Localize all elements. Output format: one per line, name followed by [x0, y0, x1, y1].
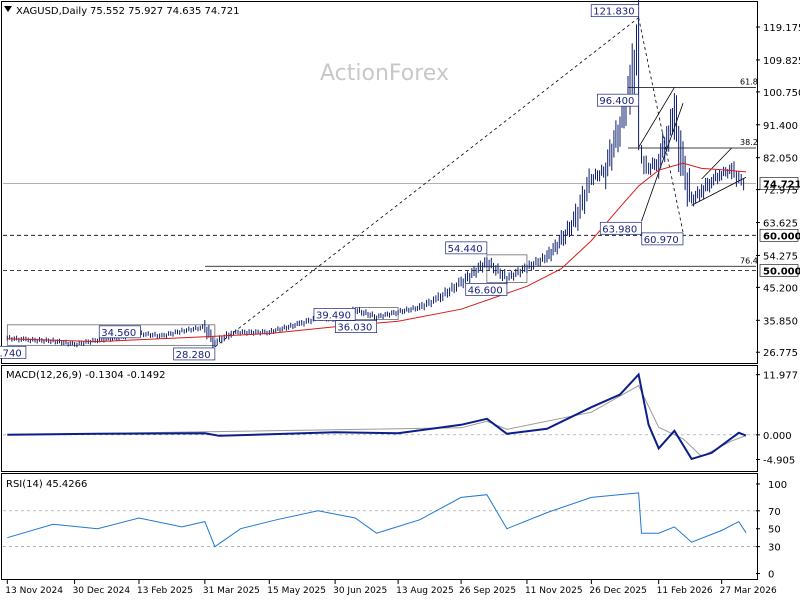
annotation-box-10 — [173, 347, 216, 361]
price-y-tick-2: 100.750 — [763, 88, 800, 99]
annotation-label-2: 63.980 — [602, 224, 637, 235]
x-tick-5: 30 Jun 2025 — [333, 586, 387, 596]
annotation-label-6: 39.490 — [316, 310, 351, 321]
annotation-label-7: 36.030 — [337, 323, 372, 334]
rsi-y-tick-1: 70 — [768, 507, 781, 518]
macd-y-tick-2: -4.905 — [763, 455, 795, 466]
range-box-0 — [6, 324, 216, 346]
fib-label-2: 76.4 — [740, 256, 758, 265]
current-price-label: 74.721 — [763, 179, 800, 190]
macd-layer — [3, 372, 756, 461]
price-layer: 61.8 38.2 76.4 121.830 96.400 63.980 60.970 54.… — [0, 0, 758, 361]
wedge-line-upper — [701, 147, 732, 180]
annotation-box-4 — [445, 241, 488, 255]
projection-line-2 — [638, 17, 684, 232]
rsi-y-tick-0: 100 — [768, 480, 787, 491]
fib-label-0: 61.8 — [740, 77, 758, 86]
collapse-triangle-icon[interactable] — [4, 6, 12, 12]
price-y-tick-10: 26.775 — [763, 348, 798, 359]
rsi-panel-frame — [1, 473, 758, 580]
x-tick-1: 30 Dec 2024 — [73, 586, 131, 596]
x-tick-9: 26 Dec 2025 — [589, 586, 647, 596]
macd-y-tick-1: 0.000 — [763, 431, 792, 442]
watermark: ActionForex — [320, 61, 449, 86]
annotation-box-5 — [465, 283, 508, 296]
x-tick-8: 11 Nov 2025 — [525, 586, 583, 596]
annotation-label-9: 28.740 — [0, 348, 22, 359]
macd-signal-line — [7, 384, 747, 458]
x-tick-10: 11 Feb 2026 — [657, 586, 713, 596]
annotation-box-6 — [313, 308, 356, 321]
price-panel-frame — [1, 1, 758, 364]
level-tag-0 — [759, 228, 799, 242]
x-tick-3: 31 Mar 2025 — [203, 586, 260, 596]
symbol-label: XAGUSD,Daily — [16, 6, 87, 17]
rsi-line — [7, 492, 747, 548]
level-tag-1 — [759, 264, 799, 277]
rsi-y-tick-3: 30 — [768, 543, 781, 554]
annotation-box-7 — [335, 320, 377, 334]
annotation-label-5: 46.600 — [468, 285, 503, 296]
annotation-box-9 — [0, 345, 27, 359]
channel-line-2 — [638, 87, 675, 148]
x-tick-4: 15 May 2025 — [267, 586, 326, 596]
price-y-tick-1: 109.825 — [763, 56, 800, 67]
price-y-tick-0: 119.175 — [763, 23, 800, 34]
price-y-tick-8: 45.200 — [763, 283, 798, 294]
price-y-tick-5: 72.975 — [763, 186, 798, 197]
annotation-box-2 — [599, 221, 642, 235]
x-tick-7: 26 Sep 2025 — [459, 586, 516, 596]
rsi-y-tick-2: 50 — [768, 525, 781, 536]
moving-average-line — [7, 162, 747, 343]
macd-y-tick-0: 11.977 — [763, 371, 798, 382]
price-y-tick-7: 54.275 — [763, 251, 798, 262]
annotation-label-10: 28.280 — [176, 350, 211, 361]
axis-layer: 60.000 50.000 74.721 119.175 109.825 100.750 9… — [5, 23, 800, 596]
price-y-tick-9: 35.850 — [763, 316, 798, 327]
annotation-box-8 — [98, 325, 141, 339]
annotation-label-0: 121.830 — [593, 7, 634, 18]
annotation-label-3: 60.970 — [644, 235, 679, 246]
annotation-box-1 — [597, 93, 639, 107]
price-y-tick-4: 82.050 — [763, 154, 798, 165]
ohlc-label: 75.552 75.927 74.635 74.721 — [90, 6, 240, 17]
macd-main-line — [7, 372, 747, 461]
annotation-label-4: 54.440 — [448, 244, 483, 255]
x-tick-6: 13 Aug 2025 — [396, 586, 454, 596]
x-tick-2: 13 Feb 2025 — [137, 586, 193, 596]
annotation-label-1: 96.400 — [599, 96, 634, 107]
annotation-box-3 — [641, 232, 684, 246]
x-tick-0: 13 Nov 2024 — [5, 586, 63, 596]
annotation-label-8: 34.560 — [101, 328, 136, 339]
level-label-0: 60.000 — [763, 231, 800, 242]
macd-title: MACD(12,26,9) -0.1304 -0.1492 — [6, 370, 166, 381]
wedge-line-lower — [691, 176, 747, 206]
rsi-title: RSI(14) 45.4266 — [6, 479, 87, 490]
rsi-layer — [3, 492, 756, 548]
price-y-tick-3: 91.400 — [763, 121, 798, 132]
price-y-tick-6: 63.625 — [763, 219, 798, 230]
fib-label-1: 38.2 — [740, 138, 758, 147]
macd-panel-frame — [1, 365, 758, 472]
x-tick-11: 27 Mar 2026 — [720, 586, 777, 596]
rsi-y-tick-4: 0 — [768, 570, 774, 581]
level-label-1: 50.000 — [763, 266, 800, 277]
annotation-box-0 — [590, 4, 639, 18]
current-price-tag — [759, 177, 799, 190]
